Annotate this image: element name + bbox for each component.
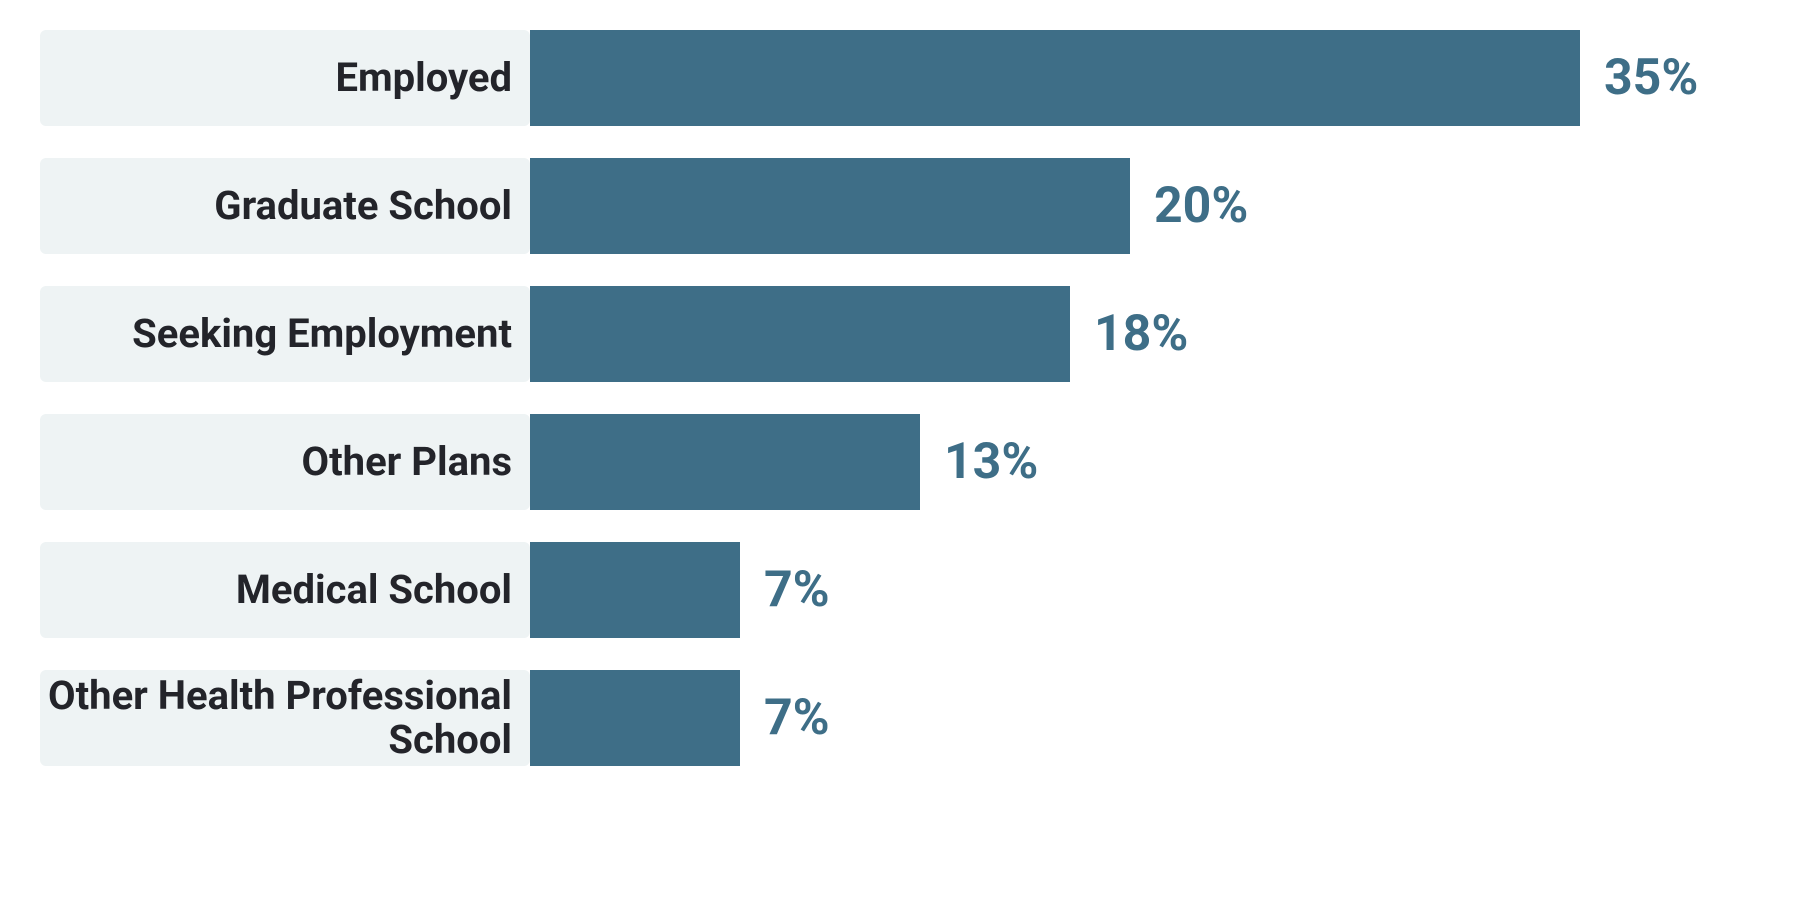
bar-fill <box>530 542 740 638</box>
bar-label: Seeking Employment <box>132 312 512 356</box>
row-gap <box>40 510 1760 542</box>
bar-label: Graduate School <box>214 184 512 228</box>
row-gap <box>40 126 1760 158</box>
bar-label-area: Seeking Employment <box>40 286 530 382</box>
row-gap <box>40 638 1760 670</box>
bar-value: 7% <box>764 689 830 747</box>
bar-row: Other Health Professional School 7% <box>40 670 1760 766</box>
row-gap <box>40 254 1760 286</box>
bar-value: 35% <box>1604 49 1698 107</box>
bar-row: Other Plans 13% <box>40 414 1760 510</box>
bar-label-area: Other Health Professional School <box>40 670 530 766</box>
bar-label-area: Medical School <box>40 542 530 638</box>
bar-label-area: Employed <box>40 30 530 126</box>
bar-label: Medical School <box>236 568 512 612</box>
bar-fill <box>530 286 1070 382</box>
bar-fill <box>530 158 1130 254</box>
bar-value: 18% <box>1094 305 1188 363</box>
bar-label-area: Graduate School <box>40 158 530 254</box>
bar-label-area: Other Plans <box>40 414 530 510</box>
bar-label: Other Plans <box>302 440 512 484</box>
bar-row: Medical School 7% <box>40 542 1760 638</box>
bar-row: Employed 35% <box>40 30 1760 126</box>
bar-label: Employed <box>335 56 512 100</box>
bar-row: Seeking Employment 18% <box>40 286 1760 382</box>
bar-value: 20% <box>1154 177 1248 235</box>
bar-row: Graduate School 20% <box>40 158 1760 254</box>
bar-value: 13% <box>944 433 1038 491</box>
row-gap <box>40 382 1760 414</box>
bar-value: 7% <box>764 561 830 619</box>
bar-fill <box>530 30 1580 126</box>
bar-fill <box>530 414 920 510</box>
bar-fill <box>530 670 740 766</box>
bar-label: Other Health Professional School <box>40 674 512 762</box>
bar-chart: Employed 35% Graduate School 20% Seeking Emp… <box>40 30 1760 766</box>
